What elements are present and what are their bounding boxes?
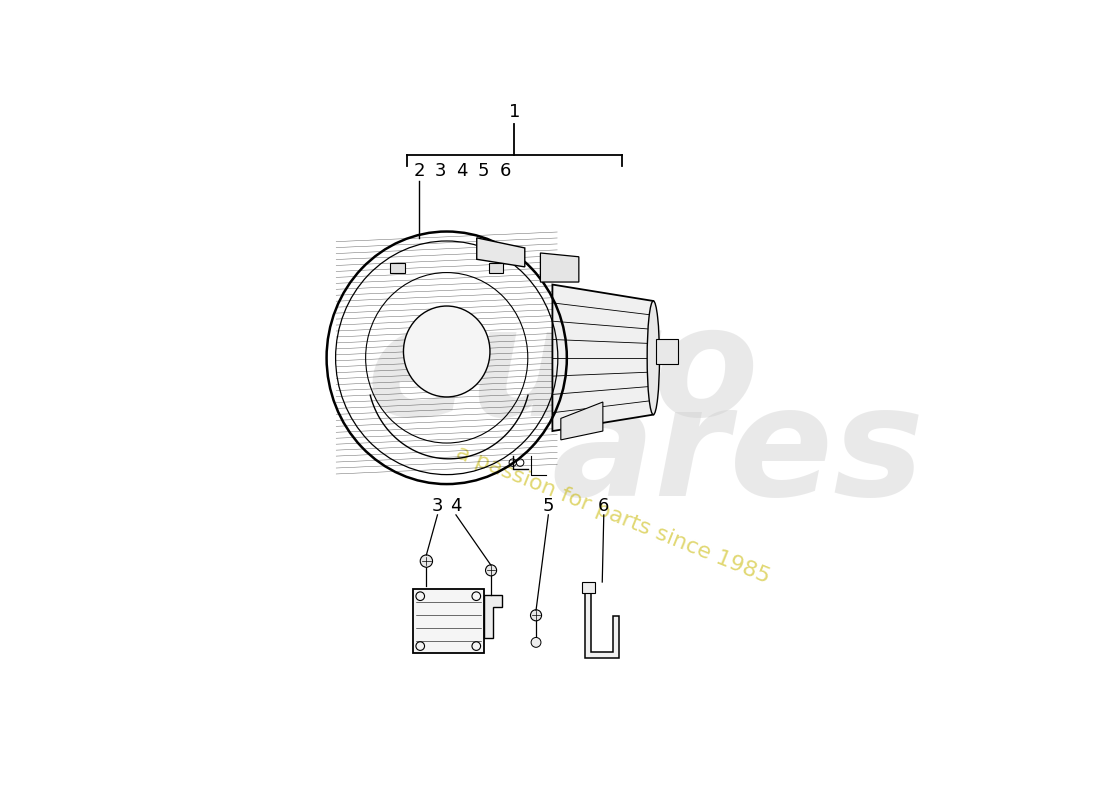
Ellipse shape — [647, 301, 660, 414]
FancyBboxPatch shape — [488, 263, 504, 273]
Polygon shape — [552, 285, 653, 431]
Polygon shape — [561, 402, 603, 440]
Polygon shape — [476, 238, 525, 267]
Text: 4: 4 — [450, 497, 462, 515]
Text: ares: ares — [551, 378, 924, 528]
Text: 3: 3 — [431, 497, 443, 515]
Polygon shape — [540, 253, 579, 282]
Text: a passion for parts since 1985: a passion for parts since 1985 — [453, 442, 773, 587]
Ellipse shape — [404, 306, 490, 397]
Text: 5: 5 — [477, 162, 490, 180]
Text: 6: 6 — [499, 162, 510, 180]
Polygon shape — [582, 582, 594, 593]
Text: 1: 1 — [509, 102, 520, 121]
Text: euro: euro — [366, 298, 759, 448]
Circle shape — [531, 638, 541, 647]
Text: 4: 4 — [456, 162, 468, 180]
Circle shape — [530, 610, 541, 621]
Polygon shape — [657, 339, 678, 364]
Text: 2: 2 — [414, 162, 425, 180]
FancyBboxPatch shape — [412, 589, 484, 654]
Circle shape — [485, 565, 496, 576]
Polygon shape — [484, 595, 502, 638]
Text: 6: 6 — [598, 497, 609, 515]
FancyBboxPatch shape — [390, 263, 405, 273]
Text: 3: 3 — [434, 162, 447, 180]
Text: 5: 5 — [542, 497, 554, 515]
Circle shape — [420, 555, 432, 567]
Polygon shape — [585, 593, 619, 658]
